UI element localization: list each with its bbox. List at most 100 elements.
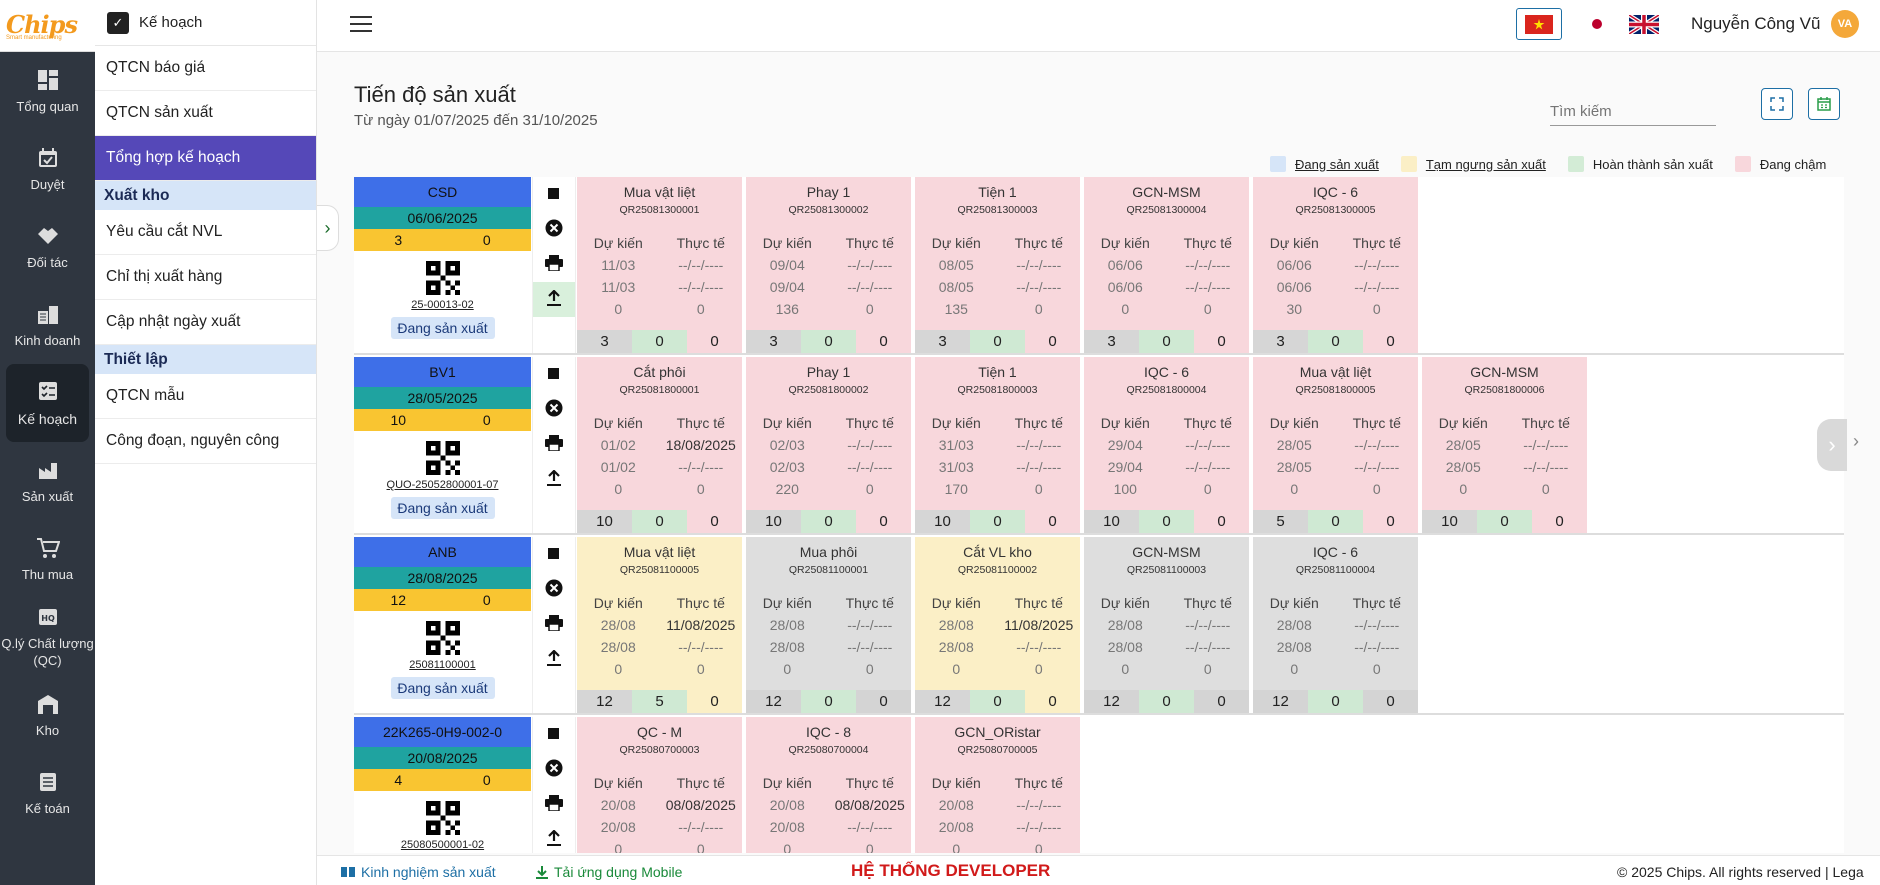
- upload-button[interactable]: [533, 642, 575, 677]
- rail-item-factory[interactable]: Sản xuất: [0, 442, 95, 520]
- stage-card[interactable]: Mua vật liệt QR25081100005 Dự kiến Thực tế 2…: [577, 537, 744, 713]
- hamburger-menu-icon[interactable]: [350, 16, 372, 32]
- rail-item-warehouse[interactable]: Kho: [0, 676, 95, 754]
- qr-code-label[interactable]: 25080500001-02: [400, 839, 485, 851]
- stop-button[interactable]: [533, 357, 575, 392]
- cancel-button[interactable]: [533, 212, 575, 247]
- stage-card[interactable]: Cắt phôi QR25081800001 Dự kiến Thực tế 01/02…: [577, 357, 744, 533]
- order-code[interactable]: 22K265-0H9-002-0: [354, 717, 531, 747]
- rail-item-checklist[interactable]: Kế hoạch: [6, 364, 89, 442]
- submenu-item[interactable]: Công đoạn, nguyên công: [95, 419, 316, 464]
- print-button[interactable]: [533, 247, 575, 282]
- submenu-item[interactable]: QTCN mẫu: [95, 374, 316, 419]
- stage-card[interactable]: Cắt VL kho QR25081100002 Dự kiến Thực tế 28/…: [915, 537, 1082, 713]
- qr-code-icon[interactable]: [425, 621, 460, 655]
- qr-code-icon[interactable]: [425, 441, 460, 475]
- stage-card[interactable]: Tiện 1 QR25081800003 Dự kiến Thực tế 31/03 --…: [915, 357, 1082, 533]
- qr-code-label[interactable]: 25-00013-02: [411, 299, 474, 311]
- stage-card[interactable]: GCN-MSM QR25081800006 Dự kiến Thực tế 28/05 -…: [1422, 357, 1589, 533]
- rail-item-dashboard[interactable]: Tổng quan: [0, 52, 95, 130]
- chips-logo[interactable]: Chips Smart manufacturing: [0, 0, 95, 52]
- calendar-button[interactable]: [1808, 88, 1840, 120]
- submenu-item[interactable]: QTCN báo giá: [95, 46, 316, 91]
- order-code[interactable]: CSD: [354, 177, 531, 207]
- planned-value: 20/08: [769, 797, 805, 813]
- fullscreen-button[interactable]: [1761, 88, 1793, 120]
- planned-value: 28/05: [1445, 437, 1481, 453]
- stage-name: QC - M: [636, 724, 683, 740]
- stage-card[interactable]: QC - M QR25080700003 Dự kiến Thực tế 20/08 08…: [577, 717, 744, 853]
- stage-card[interactable]: Mua vật liệt QR25081800005 Dự kiến Thực tế 2…: [1253, 357, 1420, 533]
- submenu-item[interactable]: Cập nhật ngày xuất: [95, 300, 316, 345]
- upload-button[interactable]: [533, 462, 575, 497]
- footer-link-mobile[interactable]: Tải ứng dụng Mobile: [535, 864, 682, 880]
- flag-japan-button[interactable]: [1582, 12, 1612, 36]
- count-total: 12: [1253, 690, 1308, 713]
- qr-code-label[interactable]: QUO-25052800001-07: [386, 479, 499, 491]
- qr-code-icon[interactable]: [425, 261, 460, 295]
- submenu-item[interactable]: Chỉ thị xuất hàng: [95, 255, 316, 300]
- stage-card[interactable]: Phay 1 QR25081800002 Dự kiến Thực tế 02/03 --…: [746, 357, 913, 533]
- order-code[interactable]: BV1: [354, 357, 531, 387]
- actual-value: 0: [1203, 481, 1212, 497]
- planned-value: 20/08: [600, 819, 636, 835]
- order-quantity: 3: [394, 232, 403, 248]
- stage-card[interactable]: Mua vật liệt QR25081300001 Dự kiến Thực tế 1…: [577, 177, 744, 353]
- stage-card[interactable]: GCN_ORistar QR25080700005 Dự kiến Thực tế 20…: [915, 717, 1082, 853]
- cancel-button[interactable]: [533, 572, 575, 607]
- print-button[interactable]: [533, 787, 575, 822]
- qr-code-icon[interactable]: [425, 801, 460, 835]
- upload-button[interactable]: [533, 282, 575, 317]
- print-button[interactable]: [533, 427, 575, 462]
- stage-card[interactable]: Tiện 1 QR25081300003 Dự kiến Thực tế 08/05 --…: [915, 177, 1082, 353]
- chevron-right-icon[interactable]: ›: [1853, 431, 1859, 451]
- user-name[interactable]: Nguyễn Công Vũ: [1691, 14, 1821, 33]
- print-button[interactable]: [533, 607, 575, 642]
- stage-card[interactable]: GCN-MSM QR25081300004 Dự kiến Thực tế 06/06 -…: [1084, 177, 1251, 353]
- rail-item-handshake[interactable]: Đối tác: [0, 208, 95, 286]
- footer-link-experience[interactable]: Kinh nghiệm sản xuất: [340, 864, 496, 880]
- rail-item-hq[interactable]: HQ Q.lý Chất lượng (QC): [0, 598, 95, 676]
- stop-button[interactable]: [533, 537, 575, 572]
- stage-card[interactable]: Mua phôi QR25081100001 Dự kiến Thực tế 28/08…: [746, 537, 913, 713]
- stage-card[interactable]: IQC - 8 QR25080700004 Dự kiến Thực tế 20/08 0…: [746, 717, 913, 853]
- stage-card[interactable]: IQC - 6 QR25081800004 Dự kiến Thực tế 29/04 -…: [1084, 357, 1251, 533]
- actual-value: 0: [1034, 661, 1043, 677]
- avatar[interactable]: VA: [1831, 10, 1859, 38]
- search-input[interactable]: [1550, 97, 1716, 126]
- cancel-button[interactable]: [533, 752, 575, 787]
- upload-button[interactable]: [533, 822, 575, 853]
- submenu-item[interactable]: Tổng hợp kế hoạch: [95, 136, 316, 181]
- stage-schedule-grid: Dự kiến Thực tế 02/03 --/--/---- 02/03 --/--/…: [746, 408, 911, 500]
- cancel-button[interactable]: [533, 392, 575, 427]
- stage-qr-code: QR25081100004: [1295, 564, 1376, 576]
- stage-card[interactable]: IQC - 6 QR25081100004 Dự kiến Thực tế 28/08 -…: [1253, 537, 1420, 713]
- stop-button[interactable]: [533, 177, 575, 212]
- flag-uk-button[interactable]: [1627, 12, 1661, 36]
- stop-button[interactable]: [533, 717, 575, 752]
- rail-item-business[interactable]: Kinh doanh: [0, 286, 95, 364]
- rail-item-ledger[interactable]: Kế toán: [0, 754, 95, 832]
- next-page-button[interactable]: ›: [1817, 419, 1847, 471]
- stage-name: Phay 1: [806, 184, 851, 200]
- legend-item[interactable]: Đang sản xuất: [1270, 156, 1379, 172]
- count-total: 5: [1253, 510, 1308, 533]
- rail-item-cart[interactable]: Thu mua: [0, 520, 95, 598]
- rail-item-label: Đối tác: [27, 254, 68, 270]
- stage-card[interactable]: Phay 1 QR25081300002 Dự kiến Thực tế 09/04 --…: [746, 177, 913, 353]
- collapse-submenu-button[interactable]: ›: [317, 205, 339, 251]
- legend-item[interactable]: Tạm ngưng sản xuất: [1400, 156, 1546, 172]
- stage-card[interactable]: IQC - 6 QR25081300005 Dự kiến Thực tế 06/06 -…: [1253, 177, 1420, 353]
- order-info-card: CSD 06/06/2025 3 0 25-00013-02 Đang sản xuất: [354, 177, 531, 353]
- flag-vietnam-button[interactable]: [1516, 8, 1562, 40]
- actual-header: Thực tế: [845, 595, 894, 611]
- submenu-item[interactable]: Yêu cầu cắt NVL: [95, 210, 316, 255]
- stage-schedule-grid: Dự kiến Thực tế 06/06 --/--/---- 06/06 --/--/…: [1253, 228, 1418, 320]
- status-badge: Đang sản xuất: [390, 317, 495, 339]
- qr-code-label[interactable]: 25081100001: [409, 659, 476, 671]
- rail-item-calendar-check[interactable]: Duyệt: [0, 130, 95, 208]
- order-code[interactable]: ANB: [354, 537, 531, 567]
- copyright-text: © 2025 Chips. All rights reserved | Lega: [1617, 864, 1864, 880]
- stage-card[interactable]: GCN-MSM QR25081100003 Dự kiến Thực tế 28/08 -…: [1084, 537, 1251, 713]
- submenu-item[interactable]: QTCN sản xuất: [95, 91, 316, 136]
